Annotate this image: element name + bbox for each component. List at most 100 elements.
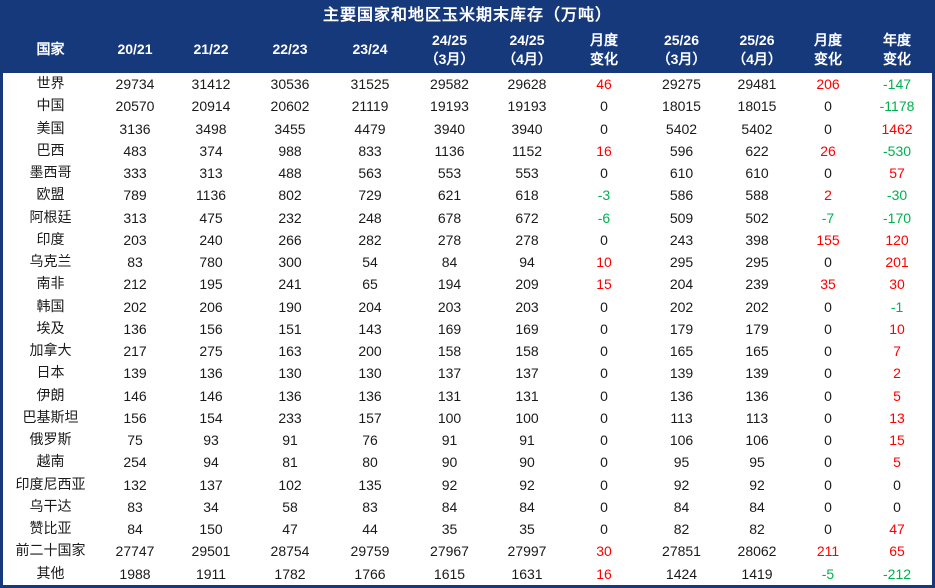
value-cell: 483 [123, 142, 147, 159]
value-cell: 204 [669, 276, 694, 293]
value-cell: 131 [515, 387, 539, 404]
country-cell: 俄罗斯 [29, 432, 72, 449]
value-cell: 618 [515, 187, 539, 204]
country-cell: 日本 [36, 365, 65, 382]
value-cell: 3136 [119, 120, 151, 137]
change-value-cell: 15 [596, 276, 612, 293]
country-cell: 世界 [36, 76, 65, 93]
column-header-2425-apr: 24/25 （4月） [489, 26, 565, 73]
country-cell: 赞比亚 [29, 521, 72, 538]
value-cell: 75 [127, 432, 143, 449]
value-cell: 18015 [662, 98, 701, 115]
value-cell: 91 [282, 432, 298, 449]
change-value-cell: 0 [600, 298, 608, 315]
value-cell: 136 [745, 387, 769, 404]
change-value-cell: -3 [597, 187, 611, 204]
change-value-cell: 0 [824, 454, 832, 471]
value-cell: 137 [199, 476, 223, 493]
value-cell: 300 [278, 254, 302, 271]
value-cell: 136 [358, 387, 382, 404]
value-cell: 988 [278, 142, 302, 159]
value-cell: 139 [669, 365, 694, 382]
value-cell: 113 [745, 409, 769, 426]
value-cell: 553 [437, 165, 462, 182]
change-value-cell: 10 [889, 320, 905, 337]
value-cell: 136 [123, 320, 147, 337]
table-row: 中国 20570 20914 20602 21119 19193 19193 0 18015 18… [3, 95, 932, 117]
country-cell: 南非 [36, 276, 65, 293]
table-row: 印度 203 240 266 282 278 278 0 243 398 155 120 [3, 229, 932, 251]
value-cell: 130 [358, 365, 382, 382]
value-cell: 83 [127, 254, 143, 271]
change-value-cell: 206 [816, 76, 840, 93]
country-cell: 伊朗 [36, 387, 65, 404]
change-value-cell: 0 [600, 365, 608, 382]
country-cell: 巴基斯坦 [22, 409, 79, 426]
country-cell: 阿根廷 [29, 209, 72, 226]
value-cell: 18015 [737, 98, 777, 115]
table-row: 墨西哥 333 313 488 563 553 553 0 610 610 0 57 [3, 162, 932, 184]
change-value-cell: 0 [600, 98, 608, 115]
value-cell: 1419 [741, 565, 773, 582]
value-cell: 586 [669, 187, 694, 204]
country-cell: 前二十国家 [15, 543, 86, 560]
value-cell: 28754 [270, 543, 310, 560]
value-cell: 21119 [351, 98, 389, 115]
change-value-cell: -30 [886, 187, 908, 204]
value-cell: 509 [669, 209, 694, 226]
value-cell: 502 [745, 209, 769, 226]
value-cell: 27747 [115, 543, 155, 560]
value-cell: 200 [358, 343, 382, 360]
value-cell: 232 [278, 209, 302, 226]
change-value-cell: 2 [893, 365, 901, 382]
value-cell: 154 [199, 409, 223, 426]
change-value-cell: 5 [893, 454, 901, 471]
value-cell: 1152 [511, 142, 543, 159]
value-cell: 202 [745, 298, 769, 315]
value-cell: 295 [745, 254, 769, 271]
change-value-cell: 0 [600, 120, 608, 137]
value-cell: 833 [358, 142, 382, 159]
change-value-cell: 0 [600, 231, 608, 248]
change-value-cell: -530 [883, 142, 912, 159]
value-cell: 83 [127, 498, 143, 515]
value-cell: 137 [515, 365, 539, 382]
value-cell: 1766 [354, 565, 386, 582]
change-value-cell: 0 [824, 432, 832, 449]
value-cell: 28062 [737, 543, 777, 560]
change-value-cell: 0 [600, 343, 608, 360]
table-body: 世界 29734 31412 30536 31525 29582 29628 46 29275 2… [3, 73, 932, 585]
change-value-cell: 0 [600, 521, 608, 538]
value-cell: 3455 [274, 120, 306, 137]
value-cell: 596 [669, 142, 694, 159]
column-header-2122: 21/22 [172, 26, 250, 73]
value-cell: 58 [282, 498, 298, 515]
value-cell: 34 [203, 498, 219, 515]
change-value-cell: 2 [824, 187, 832, 204]
change-value-cell: 0 [824, 343, 832, 360]
value-cell: 241 [278, 276, 302, 293]
value-cell: 20602 [270, 98, 310, 115]
value-cell: 82 [673, 521, 690, 538]
value-cell: 92 [519, 476, 535, 493]
value-cell: 563 [358, 165, 382, 182]
country-cell: 美国 [36, 120, 65, 137]
value-cell: 802 [278, 187, 302, 204]
value-cell: 29759 [350, 543, 390, 560]
change-value-cell: 0 [600, 432, 608, 449]
value-cell: 5402 [665, 120, 698, 137]
title-row: 主要国家和地区玉米期末库存（万吨） [3, 0, 933, 26]
value-cell: 146 [199, 387, 223, 404]
value-cell: 35 [441, 521, 458, 538]
value-cell: 30536 [270, 76, 310, 93]
value-cell: 266 [278, 231, 302, 248]
change-value-cell: 211 [816, 543, 840, 560]
table-row: 其他 1988 1911 1782 1766 1615 1631 16 1424 1419 -5 -2… [3, 563, 932, 585]
change-value-cell: 155 [816, 231, 840, 248]
value-cell: 92 [441, 476, 458, 493]
change-value-cell: 26 [820, 142, 836, 159]
change-value-cell: 5 [893, 387, 901, 404]
value-cell: 1988 [119, 565, 151, 582]
change-value-cell: 0 [600, 387, 608, 404]
value-cell: 31412 [191, 76, 231, 93]
